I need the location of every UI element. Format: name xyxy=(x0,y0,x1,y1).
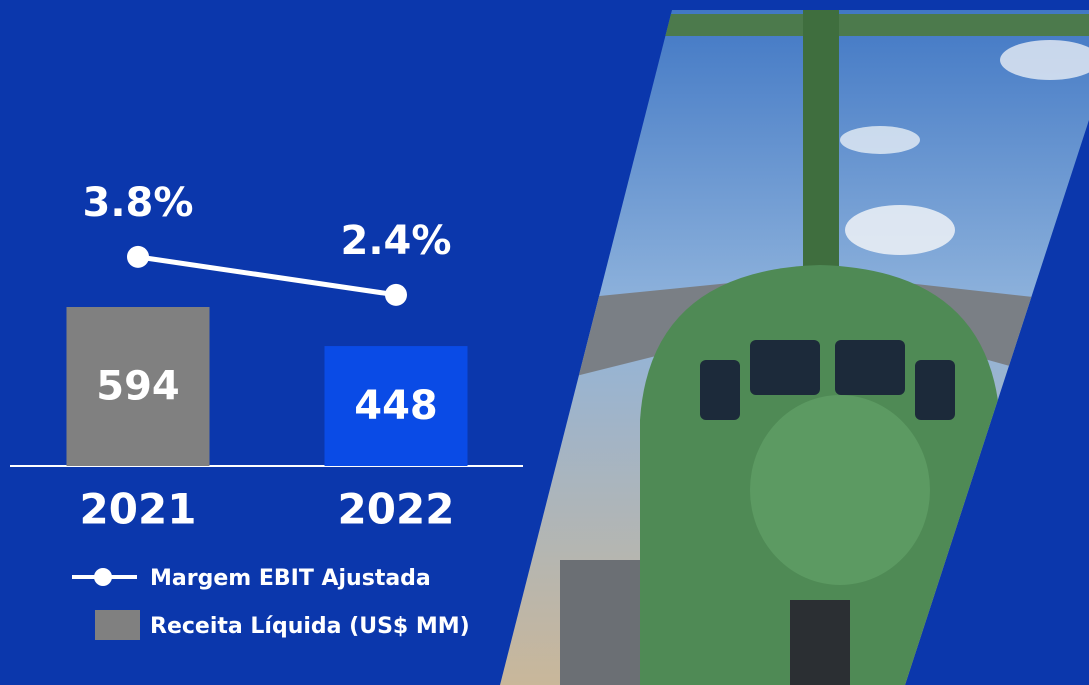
legend-line-marker xyxy=(94,568,112,586)
bar-value-label: 594 xyxy=(96,364,180,410)
bar-value-label: 448 xyxy=(354,383,438,429)
line-value-label: 2.4% xyxy=(341,218,452,264)
legend-bar-swatch xyxy=(95,610,140,640)
x-tick-label: 2022 xyxy=(338,485,455,534)
line-marker xyxy=(385,284,407,306)
x-tick-label: 2021 xyxy=(80,485,197,534)
legend-label: Receita Líquida (US$ MM) xyxy=(150,614,470,639)
legend-label: Margem EBIT Ajustada xyxy=(150,566,431,591)
slide: 2021 2022 594 448 3.8% 2.4% Margem EBIT Ajust… xyxy=(0,0,1089,685)
line-value-label: 3.8% xyxy=(83,180,194,226)
line-marker xyxy=(127,246,149,268)
